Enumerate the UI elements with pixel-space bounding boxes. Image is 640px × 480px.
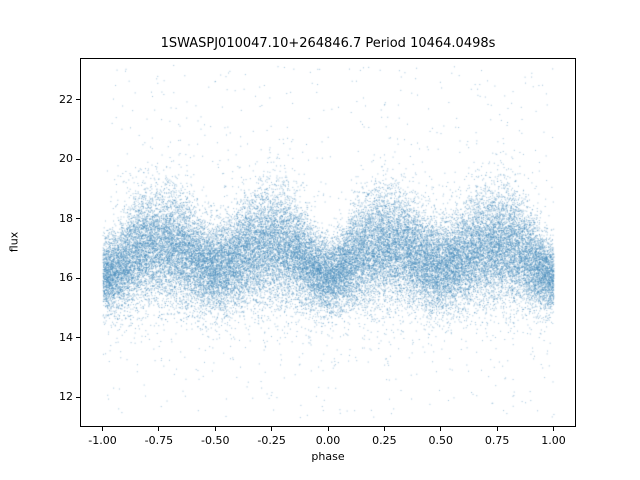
- x-tick-label: -1.00: [88, 434, 117, 447]
- y-tick-mark: [76, 99, 80, 101]
- x-tick-label: 1.00: [541, 434, 566, 447]
- x-tick-mark: [327, 427, 329, 431]
- y-tick-label: 16: [59, 271, 73, 285]
- x-tick-mark: [496, 427, 498, 431]
- x-tick-mark: [158, 427, 160, 431]
- y-tick-label: 18: [59, 211, 73, 225]
- x-tick-mark: [383, 427, 385, 431]
- x-tick-label: -0.50: [201, 434, 230, 447]
- x-tick-mark: [440, 427, 442, 431]
- y-tick-mark: [76, 218, 80, 220]
- x-tick-label: -0.25: [257, 434, 286, 447]
- x-tick-label: 0.75: [484, 434, 510, 447]
- y-tick-label: 20: [59, 152, 73, 166]
- x-tick-label: -0.75: [144, 434, 174, 447]
- y-tick-label: 12: [59, 390, 73, 404]
- y-tick-label: 14: [59, 330, 73, 344]
- y-tick-mark: [76, 277, 80, 279]
- y-tick-mark: [76, 158, 80, 160]
- y-tick-mark: [76, 396, 80, 398]
- y-tick-mark: [76, 337, 80, 339]
- y-tick-label: 22: [59, 92, 73, 106]
- x-tick-label: 0.50: [428, 434, 453, 447]
- x-tick-mark: [214, 427, 216, 431]
- x-tick-mark: [102, 427, 104, 431]
- x-axis-label: phase: [311, 450, 345, 463]
- x-tick-mark: [271, 427, 273, 431]
- x-tick-label: 0.00: [315, 434, 341, 447]
- x-tick-label: 0.25: [372, 434, 397, 447]
- x-tick-mark: [552, 427, 554, 431]
